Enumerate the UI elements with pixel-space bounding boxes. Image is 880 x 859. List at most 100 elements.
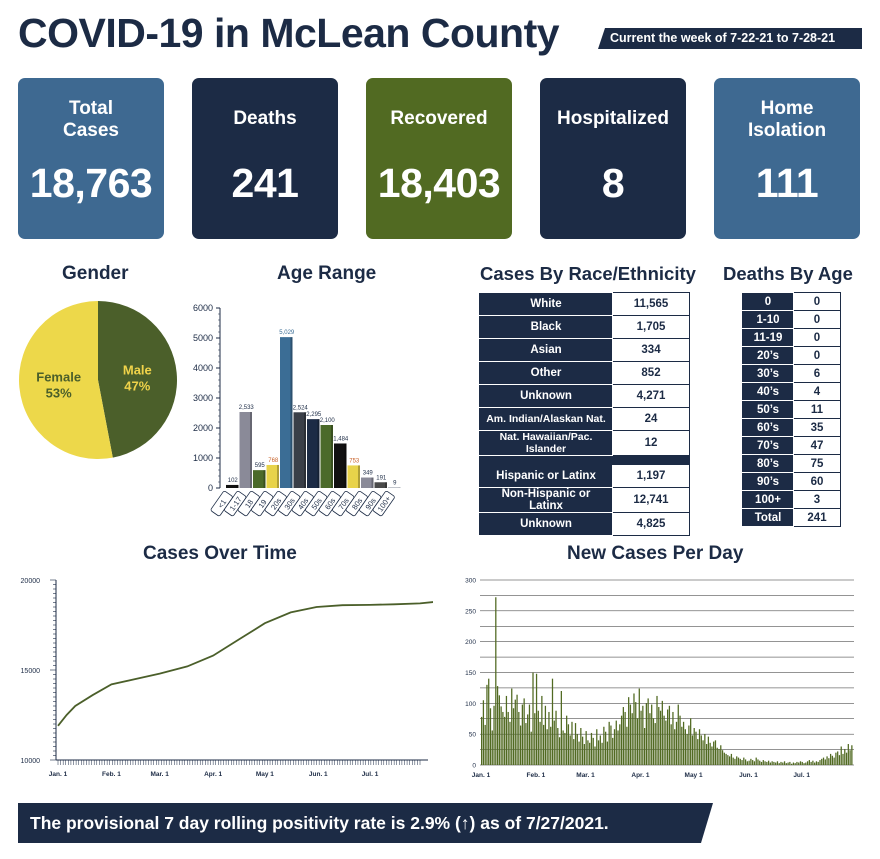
age-bar-shade	[317, 419, 320, 488]
new-cases-bar	[619, 724, 621, 765]
new-cases-bar	[642, 705, 644, 765]
stat-value: 241	[231, 160, 299, 206]
race-row: Nat. Hawaiian/Pac. Islander 12	[479, 430, 690, 456]
new-cases-bar	[776, 761, 779, 765]
y-tick-label: 100	[465, 701, 476, 708]
age-bar	[334, 443, 347, 488]
stat-hospitalized: Hospitalized 8	[540, 78, 686, 239]
new-cases-bar	[555, 710, 557, 765]
age-bar	[374, 482, 387, 488]
new-cases-bar	[766, 761, 768, 765]
death-count: 75	[793, 454, 841, 473]
new-cases-bar	[656, 695, 658, 765]
stat-recovered: Recovered 18,403	[366, 78, 512, 239]
age-bar-label: 9	[393, 481, 397, 487]
age-bar-label: 191	[376, 475, 387, 481]
stat-label: Deaths	[233, 108, 297, 129]
new-cases-bar	[548, 711, 550, 765]
new-cases-bar	[741, 760, 743, 765]
age-group: 1-10	[742, 310, 794, 329]
deaths-by-age-table: 0 0 1-10 0 11-19 0 20’s 0 30’s 6 40’s 4 50’s 11 60’s 35…	[742, 292, 841, 527]
age-bar-label: 2,524	[293, 405, 309, 411]
new-cases-bar	[541, 695, 543, 765]
new-cases-bar	[546, 729, 548, 765]
stat-label: Total Cases	[63, 98, 119, 141]
new-cases-bar	[567, 724, 570, 765]
new-cases-bar	[838, 755, 841, 765]
new-cases-bar	[851, 745, 853, 765]
new-cases-bar	[748, 760, 750, 765]
age-group: 100+	[742, 490, 794, 509]
new-cases-bar	[667, 709, 669, 765]
new-cases-bar	[617, 730, 619, 765]
new-cases-bar	[828, 758, 830, 765]
x-tick-label: Jun. 1	[739, 772, 758, 779]
new-cases-bar	[737, 757, 740, 765]
new-cases-bar	[824, 759, 826, 765]
age-group: Total	[742, 508, 794, 527]
race-label: Asian	[479, 338, 613, 362]
new-cases-bar	[631, 713, 633, 765]
new-cases-bar	[633, 693, 635, 765]
new-cases-bar	[698, 729, 701, 765]
pie-value: 47%	[124, 378, 150, 393]
new-cases-bar	[502, 711, 504, 765]
x-tick-label: Jul. 1	[362, 771, 379, 778]
y-tick-label: 1000	[193, 453, 213, 463]
new-cases-bar	[564, 732, 566, 765]
new-cases-bar	[601, 742, 603, 765]
new-cases-bar	[491, 730, 493, 765]
race-value: 1,705	[612, 315, 690, 339]
new-cases-bar	[496, 686, 499, 765]
new-cases-bar	[659, 710, 662, 765]
death-count: 11	[793, 400, 841, 419]
pie-slice-female	[19, 301, 113, 459]
race-value: 852	[612, 361, 690, 385]
race-row: Asian 334	[479, 338, 690, 362]
new-cases-bar	[787, 762, 789, 765]
new-cases-bar	[550, 726, 552, 765]
stat-value: 111	[755, 160, 819, 206]
race-row: Unknown 4,271	[479, 384, 690, 408]
age-bar	[280, 337, 293, 488]
new-cases-bar	[798, 762, 800, 765]
new-cases-bar	[819, 760, 821, 765]
new-cases-bar	[495, 597, 497, 765]
week-banner: Current the week of 7-22-21 to 7-28-21	[598, 28, 862, 49]
race-row: Black 1,705	[479, 315, 690, 339]
new-cases-bar	[704, 734, 706, 765]
death-count: 6	[793, 364, 841, 383]
new-cases-bar	[511, 688, 513, 765]
new-cases-bar	[822, 757, 825, 765]
new-cases-bar	[571, 721, 573, 765]
age-group: 50’s	[742, 400, 794, 419]
new-cases-bar	[537, 710, 539, 765]
new-cases-bar	[507, 711, 509, 765]
deaths-age-row: 20’s 0	[742, 346, 841, 365]
age-group: 20’s	[742, 346, 794, 365]
new-cases-bar	[845, 752, 848, 765]
new-cases-bar	[814, 762, 816, 765]
x-tick-label: Mar. 1	[576, 772, 595, 779]
new-cases-bar	[847, 744, 849, 765]
new-cases-bar	[700, 735, 702, 765]
new-cases-bar	[610, 725, 612, 765]
age-bar-label: 2,100	[320, 418, 336, 424]
new-cases-bar	[581, 736, 584, 765]
age-group: 11-19	[742, 328, 794, 347]
new-cases-bar	[791, 763, 793, 765]
y-tick-label: 150	[465, 670, 476, 677]
new-cases-bar	[721, 750, 724, 765]
y-tick-label: 0	[472, 763, 476, 770]
new-cases-bar	[597, 740, 600, 765]
new-cases-bar	[569, 735, 571, 765]
race-row: Non-Hispanic or Latinx 12,741	[479, 487, 690, 513]
race-value: 12	[612, 430, 690, 456]
x-tick-label: Jan. 1	[472, 772, 491, 779]
age-bar-label: 2,295	[306, 412, 322, 418]
age-bar-shade	[277, 464, 279, 488]
y-tick-label: 250	[465, 608, 476, 615]
race-table: White 11,565 Black 1,705 Asian 334 Other 852 Unk…	[479, 292, 690, 536]
new-cases-bar	[734, 758, 736, 765]
pie-value: 53%	[46, 386, 72, 401]
